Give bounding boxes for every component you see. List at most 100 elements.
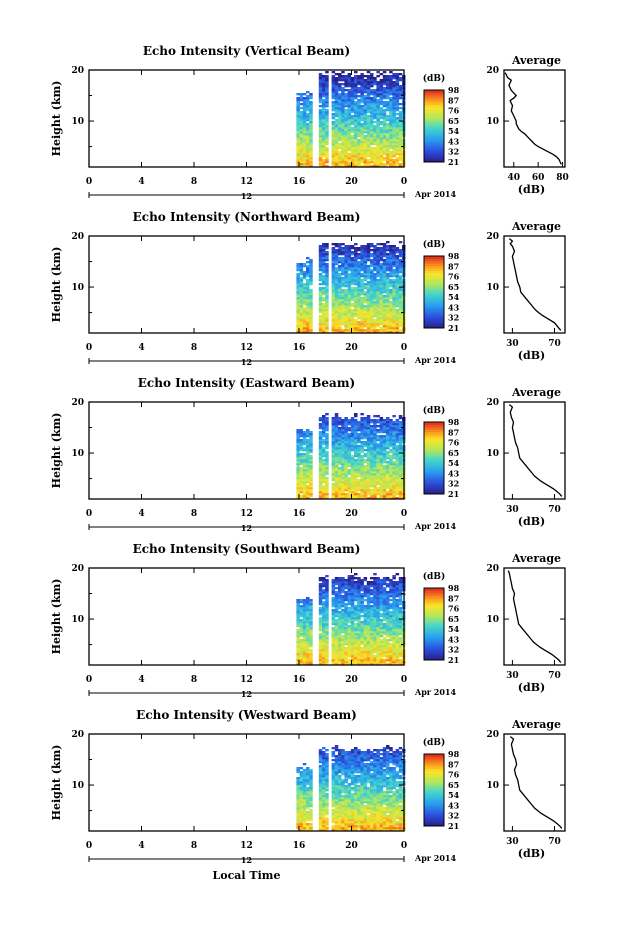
heatmap-cell — [392, 125, 396, 128]
heatmap-cell — [318, 143, 323, 146]
heatmap-cell — [386, 273, 390, 276]
heatmap-cell — [363, 125, 368, 128]
heatmap-cell — [338, 147, 342, 150]
heatmap-cell — [318, 489, 323, 492]
heatmap-cell — [334, 607, 339, 610]
heatmap-cell — [389, 89, 393, 92]
heatmap-cell — [373, 321, 377, 324]
heatmap-cell — [373, 435, 377, 438]
heatmap-cell — [389, 81, 393, 84]
heatmap-cell — [302, 143, 307, 146]
heatmap-cell — [347, 255, 352, 258]
heatmap-cell — [360, 287, 364, 290]
heatmap-cell — [341, 257, 345, 260]
heatmap-cell — [318, 125, 323, 128]
heatmap-cell — [309, 329, 313, 332]
heatmap-cell — [363, 249, 368, 252]
heatmap-cell — [322, 299, 326, 302]
heatmap-cell — [299, 287, 304, 290]
heatmap-cell — [363, 469, 368, 472]
heatmap-cell — [398, 135, 403, 138]
heatmap-cell — [398, 163, 403, 166]
heatmap-cell — [354, 497, 358, 500]
heatmap-cell — [366, 585, 371, 588]
heatmap-cell — [382, 303, 387, 306]
heatmap-cell — [350, 315, 355, 318]
colorbar-swatch — [424, 106, 444, 110]
heatmap-cell — [306, 329, 310, 332]
heatmap-cell — [379, 133, 384, 136]
heatmap-cell — [386, 451, 390, 454]
heatmap-cell — [354, 151, 358, 154]
heatmap-cell — [318, 579, 323, 582]
heatmap-cell — [398, 293, 403, 296]
heatmap-cell — [376, 113, 380, 116]
x-tick-label: 0 — [401, 509, 407, 519]
heatmap-cell — [366, 329, 371, 332]
colorbar-frame — [423, 421, 445, 495]
heatmap-cell — [354, 243, 358, 246]
heatmap-cell — [373, 645, 377, 648]
heatmap-cell — [344, 595, 348, 598]
heatmap-cell — [325, 129, 329, 132]
heatmap-cell — [389, 251, 393, 254]
heatmap-cell — [373, 113, 377, 116]
heatmap-cell — [325, 101, 329, 104]
heatmap-cell — [363, 259, 368, 262]
heatmap-cell — [309, 623, 313, 626]
heatmap-cell — [363, 155, 368, 158]
colorbar-label: 98 — [448, 85, 460, 95]
heatmap-cell — [379, 99, 384, 102]
heatmap-cell — [331, 287, 336, 290]
heatmap-cell — [366, 485, 371, 488]
heatmap-cell — [373, 97, 377, 100]
heatmap-cell — [302, 663, 307, 666]
heatmap-cell — [338, 111, 342, 114]
heatmap-cell — [318, 97, 323, 100]
heatmap-cell — [331, 433, 336, 436]
heatmap-cell — [334, 593, 339, 596]
heatmap-cell — [334, 143, 339, 146]
heatmap-cell — [331, 251, 336, 254]
heatmap-cell — [331, 639, 336, 642]
heatmap-cell — [331, 425, 336, 428]
heatmap-cell — [322, 263, 326, 266]
heatmap-cell — [382, 135, 387, 138]
heatmap-cell — [318, 653, 323, 656]
heatmap-cell — [398, 479, 403, 482]
heatmap-cell — [309, 303, 313, 306]
heatmap-cell — [373, 115, 377, 118]
heatmap-cell — [389, 431, 393, 434]
heatmap-cell — [299, 285, 304, 288]
heatmap-cell — [334, 645, 339, 648]
heatmap-cell — [363, 315, 368, 318]
heatmap-cell — [318, 121, 323, 124]
heatmap-cell — [354, 447, 358, 450]
heatmap-cell — [318, 427, 323, 430]
heatmap-cell — [322, 633, 326, 636]
heatmap-cell — [370, 81, 374, 84]
heatmap-cell — [376, 129, 380, 132]
heatmap-cell — [338, 639, 342, 642]
heatmap-cell — [360, 309, 364, 312]
heatmap-cell — [325, 481, 329, 484]
heatmap-cell — [376, 109, 380, 112]
heatmap-cell — [334, 281, 339, 284]
heatmap-cell — [376, 453, 380, 456]
heatmap-cell — [354, 471, 358, 474]
heatmap-cell — [299, 599, 304, 602]
heatmap-cell — [363, 123, 368, 126]
heatmap-cell — [370, 601, 374, 604]
heatmap-cell — [325, 155, 329, 158]
heatmap-cell — [395, 453, 400, 456]
colorbar-label: 65 — [448, 282, 459, 292]
heatmap-cell — [296, 307, 300, 310]
heatmap-cell — [389, 145, 393, 148]
heatmap-cell — [366, 163, 371, 166]
heatmap-cell — [386, 145, 390, 148]
heatmap-cell — [299, 485, 304, 488]
heatmap-cell — [338, 251, 342, 254]
heatmap-cell — [363, 485, 368, 488]
heatmap-cell — [306, 261, 310, 264]
heatmap-cell — [344, 625, 348, 628]
